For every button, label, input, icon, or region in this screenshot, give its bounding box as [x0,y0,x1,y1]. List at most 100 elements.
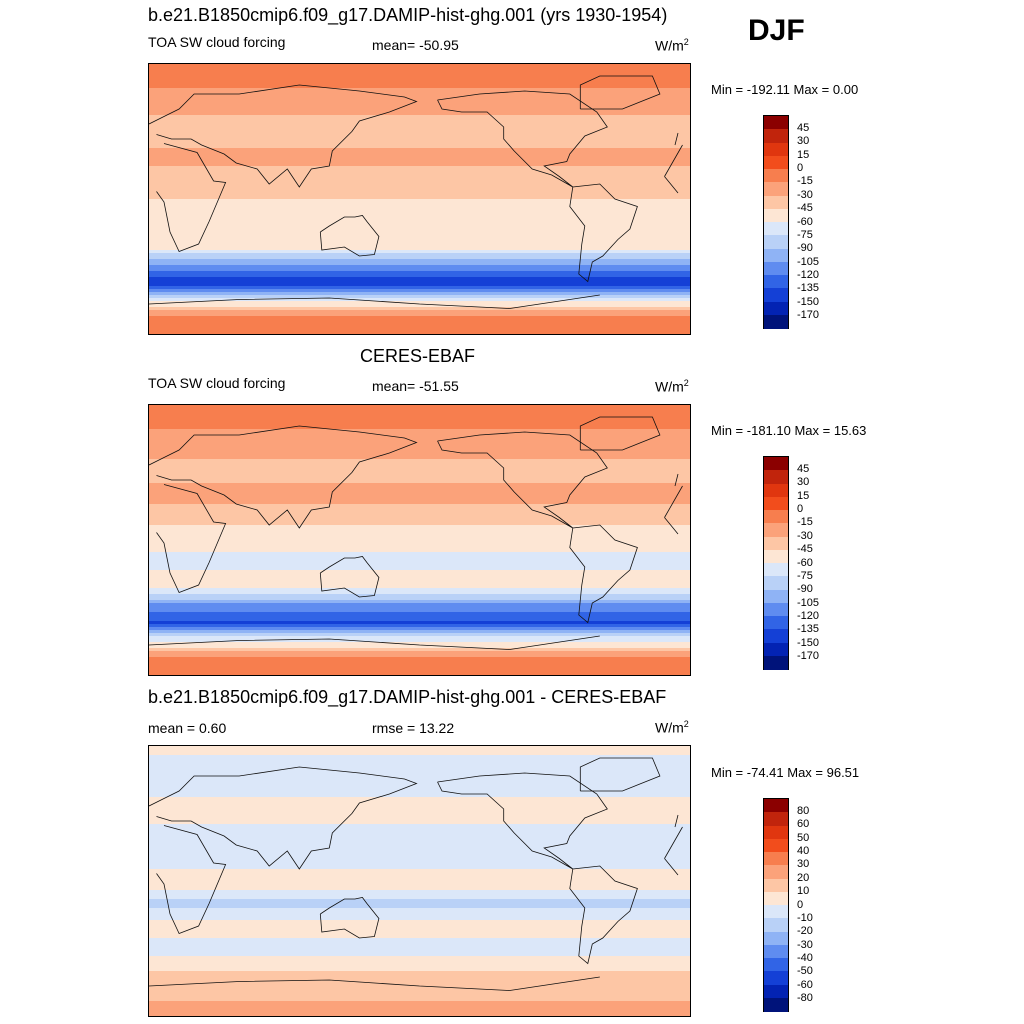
map-zonal-band [149,971,690,975]
map-zonal-band [149,597,690,601]
map-zonal-band [149,235,690,239]
map-zonal-band [149,794,690,798]
colorbar-tick-label: -80 [797,992,813,1005]
map-zonal-band [149,863,690,867]
map-zonal-band [149,869,690,873]
map-zonal-band [149,600,690,604]
map-zonal-band [149,594,690,598]
map-zonal-band [149,525,690,529]
colorbar-swatch [764,195,788,210]
map-zonal-band [149,423,690,427]
colorbar-swatch [764,129,788,143]
map-zonal-band [149,136,690,140]
map-zonal-band [149,899,690,903]
map-zonal-band [149,561,690,565]
map-zonal-band [149,429,690,433]
map-zonal-band [149,974,690,978]
colorbar-swatch [764,905,788,919]
coastline [156,825,683,935]
map-zonal-band [149,806,690,810]
map-zonal-band [149,450,690,454]
map-zonal-band [149,205,690,209]
map-zonal-band [149,199,690,203]
map-zonal-band [149,749,690,753]
map-zonal-band [149,788,690,792]
colorbar-swatch [764,971,788,985]
map-zonal-band [149,878,690,882]
map-zonal-band [149,543,690,547]
map-zonal-band [149,121,690,125]
map-zonal-band [149,758,690,762]
colorbar-tick-label: -135 [797,282,820,295]
map-zonal-band [149,669,690,673]
map-zonal-band [149,633,690,637]
panel-2-field-label: TOA SW cloud forcing [148,375,286,391]
map-zonal-band [149,579,690,583]
coastline [149,635,600,650]
colorbar-tick-label: 30 [797,135,810,148]
colorbar-swatch [764,602,788,617]
map-zonal-band [149,752,690,756]
map-zonal-band [149,85,690,89]
map-zonal-band [149,839,690,843]
map-zonal-band [149,462,690,466]
coastline [156,143,683,253]
map-zonal-band [149,172,690,176]
colorbar-swatch [764,222,788,236]
colorbar-swatch [764,549,788,564]
coastline [569,183,638,283]
map-zonal-band [149,818,690,822]
colorbar-swatch [764,958,788,972]
panel-3-units: W/m2 [655,719,689,736]
map-zonal-band [149,851,690,855]
panel-1-mean-label: mean= -50.95 [372,37,459,53]
map-zonal-band [149,923,690,927]
map-zonal-band [149,585,690,589]
map-zonal-band [149,929,690,933]
colorbar-tick-label: 20 [797,871,810,884]
colorbar-tick-label: 45 [797,462,810,475]
map-zonal-band [149,797,690,801]
panel-2-units: W/m2 [655,378,689,395]
map-zonal-band [149,606,690,610]
map-zonal-band [149,657,690,661]
colorbar-swatch [764,248,788,263]
map-zonal-band [149,139,690,143]
map-zonal-band [149,941,690,945]
map-zonal-band [149,307,690,311]
map-zonal-band [149,328,690,332]
map-zonal-band [149,319,690,323]
coastline [319,215,380,257]
map-zonal-band [149,133,690,137]
map-zonal-band [149,552,690,556]
map-zonal-band [149,639,690,643]
map-zonal-band [149,112,690,116]
panel-3-map [148,745,691,1017]
map-zonal-band [149,1010,690,1014]
map-zonal-band [149,573,690,577]
colorbar-swatch [764,931,788,946]
colorbar-swatch [764,208,788,223]
colorbar-swatch [764,288,788,302]
map-zonal-band [149,316,690,320]
map-zonal-band [149,920,690,924]
map-zonal-band [149,507,690,511]
colorbar-swatch [764,510,788,524]
colorbar-swatch [764,944,788,959]
colorbar-swatch [764,261,788,276]
colorbar-swatch [764,314,788,329]
map-zonal-band [149,860,690,864]
map-zonal-band [149,483,690,487]
colorbar-tick-label: -90 [797,583,813,596]
map-zonal-band [149,917,690,921]
map-zonal-band [149,196,690,200]
panel-1-minmax: Min = -192.11 Max = 0.00 [711,82,859,97]
map-zonal-band [149,184,690,188]
panel-3-minmax: Min = -74.41 Max = 96.51 [711,765,860,780]
map-zonal-band [149,313,690,317]
map-zonal-band [149,965,690,969]
colorbar-swatch [764,457,788,471]
map-zonal-band [149,755,690,759]
map-zonal-band [149,82,690,86]
colorbar-swatch [764,182,788,196]
